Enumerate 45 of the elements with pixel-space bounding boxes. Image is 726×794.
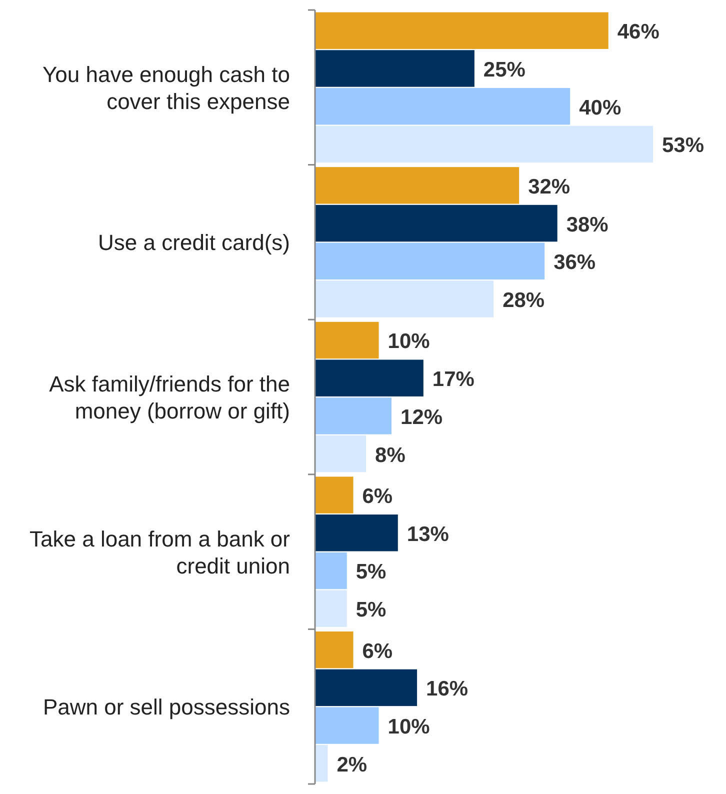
bar: [315, 631, 354, 668]
data-label: 5%: [356, 560, 387, 584]
data-label: 25%: [483, 58, 526, 82]
data-label: 38%: [566, 213, 609, 236]
data-label: 53%: [662, 134, 704, 158]
bar: [315, 12, 608, 49]
data-label: 6%: [362, 640, 393, 663]
y-tick-label: Take a loan from a bank or credit union: [30, 526, 290, 578]
data-label: 17%: [432, 368, 475, 392]
bar: [315, 707, 379, 744]
y-tick-label: Use a credit card(s): [98, 230, 290, 256]
data-label: 28%: [502, 288, 545, 312]
data-label: 12%: [400, 406, 443, 429]
data-label: 6%: [362, 485, 393, 508]
data-label: 2%: [336, 753, 368, 776]
bar: [315, 50, 474, 87]
bar: [315, 88, 570, 125]
bar: [315, 204, 558, 242]
bar: [315, 167, 520, 204]
y-tick-label: You have enough cash to cover this expense: [42, 62, 290, 114]
bar: [315, 514, 398, 552]
y-tick-label: Ask family/friends for the money (borrow or gift): [49, 372, 290, 424]
data-label: 13%: [406, 522, 450, 546]
bar: [315, 745, 328, 782]
data-label: 32%: [528, 175, 570, 198]
bar: [315, 126, 653, 163]
bar: [315, 435, 366, 472]
bar: [315, 552, 347, 590]
data-label: 8%: [375, 444, 406, 467]
data-label: 10%: [388, 330, 430, 354]
y-tick-label: Pawn or sell possessions: [42, 694, 290, 720]
data-label: 5%: [356, 598, 387, 622]
data-label: 36%: [554, 251, 596, 274]
bar: [315, 360, 424, 396]
bar: [315, 398, 392, 434]
bar: [315, 669, 418, 706]
data-label: 10%: [388, 716, 430, 739]
data-label: 16%: [426, 678, 468, 701]
bar: [315, 280, 494, 318]
data-label: 40%: [579, 96, 622, 120]
data-label: 46%: [617, 20, 660, 44]
bar: [315, 476, 354, 514]
bar: [315, 322, 379, 359]
bar: [315, 590, 347, 627]
bar: [315, 242, 545, 280]
